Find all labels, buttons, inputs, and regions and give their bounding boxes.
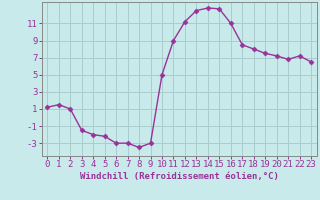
X-axis label: Windchill (Refroidissement éolien,°C): Windchill (Refroidissement éolien,°C)	[80, 172, 279, 181]
